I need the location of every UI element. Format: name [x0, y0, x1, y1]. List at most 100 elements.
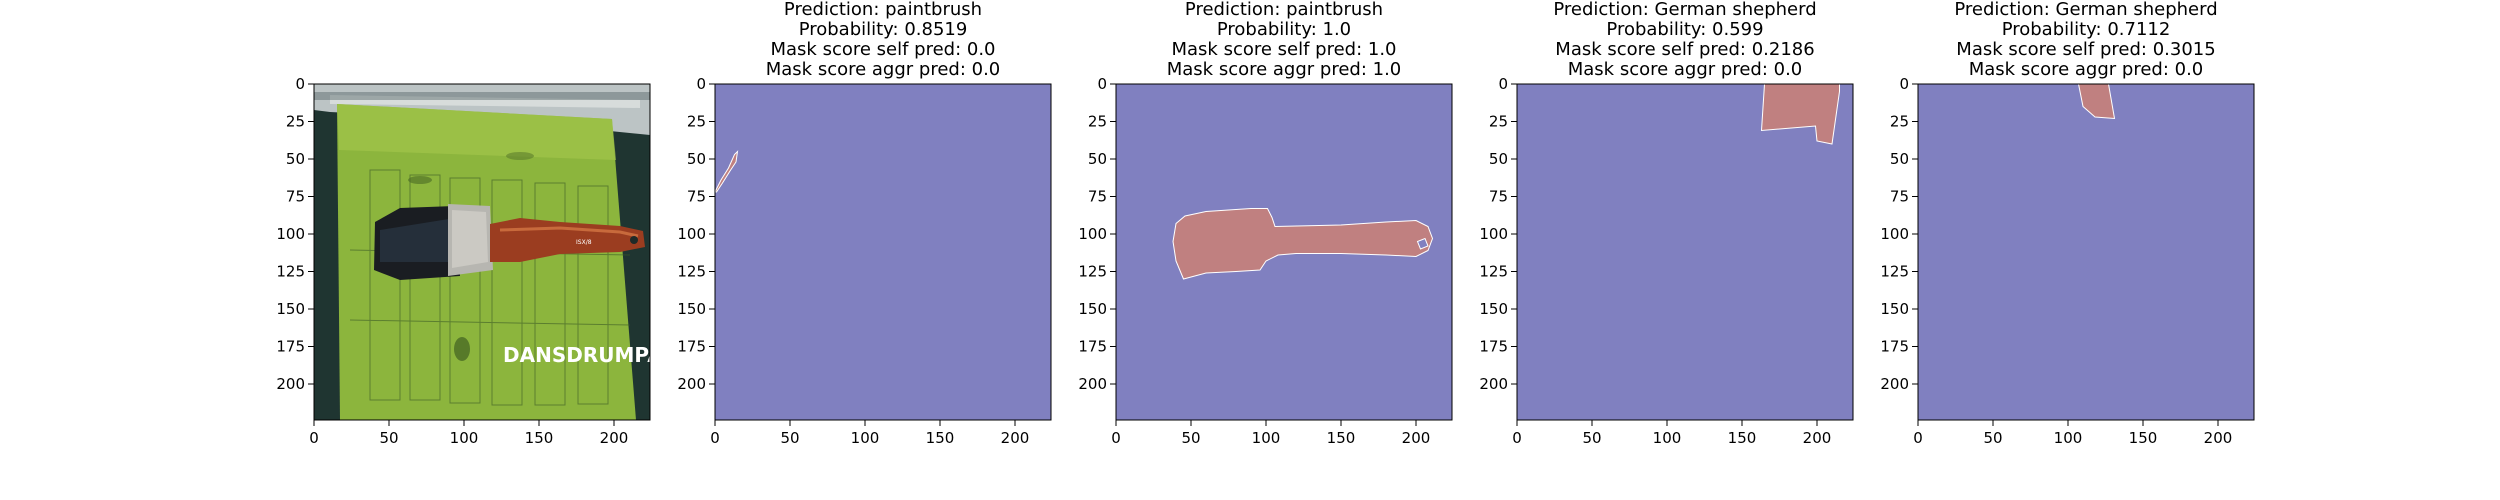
y-tick-label: 25: [1088, 113, 1107, 131]
x-tick-label: 100: [851, 429, 880, 447]
title-line: Mask score aggr pred: 1.0: [1167, 59, 1402, 80]
title-line: Mask score self pred: 0.2186: [1555, 39, 1814, 60]
x-tick-label: 100: [1653, 429, 1682, 447]
y-tick-label: 0: [1899, 75, 1909, 93]
y-tick-label: 200: [1078, 375, 1107, 393]
y-tick-label: 50: [1489, 150, 1508, 168]
panel-mask-2: Prediction: paintbrush Probability: 1.0 …: [1078, 0, 1453, 447]
panel-title: Prediction: German shepherd Probability:…: [1954, 0, 2217, 80]
y-tick-label: 150: [1479, 300, 1508, 318]
x-tick-label: 50: [1983, 429, 2002, 447]
x-tick-label: 0: [1913, 429, 1923, 447]
x-tick-label: 100: [450, 429, 479, 447]
x-tick-label: 50: [379, 429, 398, 447]
y-tick-label: 200: [1479, 375, 1508, 393]
y-tick-label: 125: [677, 263, 706, 281]
y-tick-label: 100: [276, 225, 305, 243]
y-tick-label: 75: [1890, 188, 1909, 206]
y-tick-label: 125: [1078, 263, 1107, 281]
x-tick-label: 200: [2204, 429, 2233, 447]
x-tick-label: 50: [1582, 429, 1601, 447]
y-tick-label: 0: [1097, 75, 1107, 93]
y-tick-label: 25: [687, 113, 706, 131]
panel-mask-3: Prediction: German shepherd Probability:…: [1479, 0, 1854, 447]
y-tick-label: 150: [1078, 300, 1107, 318]
title-line: Prediction: German shepherd: [1553, 0, 1816, 20]
panel-title: Prediction: paintbrush Probability: 0.85…: [766, 0, 1001, 80]
mask-background: [1517, 84, 1853, 420]
x-tick-label: 0: [1111, 429, 1121, 447]
x-tick-label: 100: [2054, 429, 2083, 447]
y-ticks: 0 25 50 75 100 125 150 175 200: [1880, 75, 1918, 393]
x-tick-label: 50: [1181, 429, 1200, 447]
y-ticks: 0 25 50 75 100 125 150 175 200: [1479, 75, 1517, 393]
x-tick-label: 200: [1402, 429, 1431, 447]
y-tick-label: 150: [1880, 300, 1909, 318]
y-tick-label: 75: [1088, 188, 1107, 206]
y-tick-label: 200: [1880, 375, 1909, 393]
title-line: Prediction: paintbrush: [784, 0, 982, 20]
y-tick-label: 125: [1479, 263, 1508, 281]
title-line: Probability: 0.599: [1606, 19, 1763, 40]
title-line: Mask score aggr pred: 0.0: [1969, 59, 2204, 80]
y-ticks: 0 25 50 75 100 125 150 175 200: [677, 75, 715, 393]
y-tick-label: 200: [276, 375, 305, 393]
mask-region: [1760, 83, 1840, 145]
mask-regions: [1172, 208, 1434, 280]
title-line: Mask score self pred: 1.0: [1171, 39, 1396, 60]
mask-regions: [714, 150, 739, 193]
y-tick-label: 75: [286, 188, 305, 206]
x-tick-label: 200: [600, 429, 629, 447]
y-tick-label: 175: [276, 338, 305, 356]
x-tick-label: 50: [780, 429, 799, 447]
y-ticks: 0 25 50 75 100 125 150 175 200: [1078, 75, 1116, 393]
brush-label: ISX/8: [576, 239, 592, 246]
panel-input-image: ISX/8 DANSDRUMPAGE 0 50 100 150 200 0 25 50 75 1…: [276, 75, 692, 447]
x-ticks: 0 50 100 150 200: [1913, 420, 2232, 447]
x-ticks: 0 50 100 150 200: [710, 420, 1029, 447]
x-ticks: 0 50 100 150 200: [1512, 420, 1831, 447]
y-tick-label: 0: [696, 75, 706, 93]
x-tick-label: 150: [525, 429, 554, 447]
mask-background: [1918, 84, 2254, 420]
y-tick-label: 25: [1890, 113, 1909, 131]
y-tick-label: 25: [286, 113, 305, 131]
x-tick-label: 200: [1803, 429, 1832, 447]
mask-hole: [1416, 237, 1429, 250]
y-tick-label: 50: [1890, 150, 1909, 168]
mask-background: [715, 84, 1051, 420]
axes-frame: [1115, 83, 1453, 421]
panel-mask-4: Prediction: German shepherd Probability:…: [1880, 0, 2255, 447]
y-tick-label: 0: [295, 75, 305, 93]
y-tick-label: 100: [1479, 225, 1508, 243]
y-tick-label: 100: [677, 225, 706, 243]
title-line: Mask score aggr pred: 0.0: [1568, 59, 1803, 80]
x-tick-label: 0: [1512, 429, 1522, 447]
y-tick-label: 175: [1078, 338, 1107, 356]
axes-frame: [714, 83, 1052, 421]
axes-frame: [1917, 83, 2255, 421]
y-tick-label: 50: [286, 150, 305, 168]
image-watermark: DANSDRUMPAGE: [503, 343, 693, 367]
x-ticks: 0 50 100 150 200: [1111, 420, 1430, 447]
x-tick-label: 150: [1728, 429, 1757, 447]
title-line: Probability: 0.8519: [799, 19, 968, 40]
y-tick-label: 0: [1498, 75, 1508, 93]
title-line: Mask score self pred: 0.3015: [1956, 39, 2215, 60]
y-tick-label: 150: [276, 300, 305, 318]
y-tick-label: 50: [687, 150, 706, 168]
y-tick-label: 75: [1489, 188, 1508, 206]
mask-regions: [1760, 83, 1840, 145]
title-line: Prediction: German shepherd: [1954, 0, 2217, 20]
y-tick-label: 175: [1880, 338, 1909, 356]
y-tick-label: 125: [1880, 263, 1909, 281]
y-tick-label: 75: [687, 188, 706, 206]
panel-mask-1: Prediction: paintbrush Probability: 0.85…: [677, 0, 1052, 447]
x-tick-label: 150: [926, 429, 955, 447]
y-tick-label: 50: [1088, 150, 1107, 168]
mask-region: [714, 150, 739, 193]
axes-frame: [1516, 83, 1854, 421]
x-tick-label: 0: [309, 429, 319, 447]
y-tick-label: 100: [1078, 225, 1107, 243]
